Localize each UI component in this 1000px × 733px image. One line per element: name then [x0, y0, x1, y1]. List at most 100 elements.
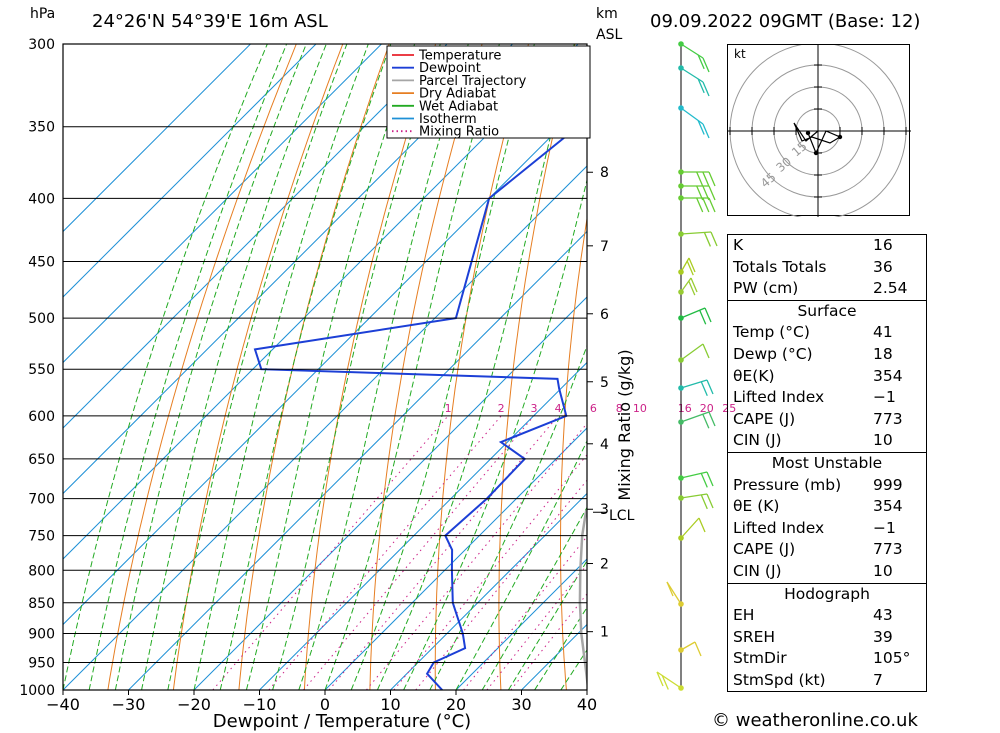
hodograph-indices-title: Hodograph [784, 584, 870, 603]
isotherm-line [63, 44, 251, 233]
x-tick-label: 10 [380, 695, 400, 714]
dry-adiabat-line [303, 44, 437, 690]
hodograph-trace [793, 122, 842, 155]
x-tick-label: 20 [446, 695, 466, 714]
most-unstable-title: Most Unstable [771, 453, 883, 472]
wind-barb [678, 195, 716, 213]
index-label: θE (K) [733, 497, 780, 516]
wind-barb [678, 231, 718, 247]
index-row: EH 43 [728, 605, 926, 627]
isotherm-line [324, 427, 587, 690]
index-value: −1 [873, 518, 896, 537]
index-row: Lifted Index −1 [728, 518, 926, 540]
index-row: StmSpd (kt) 7 [728, 670, 926, 692]
index-label: StmDir [733, 649, 787, 668]
hodograph-indices-section: Hodograph EH 43 SREH 39 StmDir 105° StmSpd (kt… [728, 582, 926, 692]
index-row: CAPE (J) 773 [728, 539, 926, 561]
legend-item-label: Isotherm [419, 112, 477, 127]
legend-item-label: Wet Adiabat [419, 99, 498, 114]
isotherm-line [259, 361, 587, 690]
dry-adiabat-line [943, 44, 1000, 690]
pressure-tick-label: 400 [28, 191, 55, 207]
mixing-ratio-label: 2 [498, 402, 505, 415]
index-row: Totals Totals 36 [728, 257, 926, 279]
wind-barbs-profile [656, 41, 718, 691]
dry-adiabat-line [992, 44, 1000, 690]
index-label: StmSpd (kt) [733, 670, 826, 689]
copyright-link[interactable]: © weatheronline.co.uk [712, 710, 918, 731]
index-label: Temp (°C) [733, 323, 810, 342]
wind-barb [678, 277, 698, 296]
wet-adiabat-line [219, 44, 392, 690]
wind-barb [678, 343, 710, 363]
hodograph-point [805, 130, 811, 136]
mixing-ratio-label: 16 [678, 402, 692, 415]
surface-section: Surface Temp (°C) 41 Dewp (°C) 18 θE(K) 354 Li… [728, 299, 926, 452]
pressure-tick-label: 950 [28, 655, 55, 671]
lcl-label: LCL [609, 508, 635, 524]
height-km-label: 7 [600, 239, 609, 255]
most-unstable-section: Most Unstable Pressure (mb) 999 θE (K) 354 L… [728, 451, 926, 583]
pressure-tick-label: 750 [28, 529, 55, 545]
wet-adiabat-line [455, 439, 587, 690]
dry-adiabat-line [560, 215, 587, 690]
index-row: CIN (J) 10 [728, 430, 926, 452]
index-row: θE (K) 354 [728, 496, 926, 518]
mixing-ratio-label: 20 [700, 402, 714, 415]
location-title: 24°26'N 54°39'E 16m ASL [92, 11, 328, 32]
pressure-tick-label: 350 [28, 120, 55, 136]
legend-item-label: Dry Adiabat [419, 87, 496, 102]
index-label: CIN (J) [733, 561, 782, 580]
index-label: EH [733, 606, 755, 625]
index-value: −1 [873, 388, 896, 407]
mixing-ratio-label: 3 [530, 402, 537, 415]
pressure-tick-label: 550 [28, 362, 55, 378]
index-value: 773 [873, 409, 903, 428]
dry-adiabat-line [238, 44, 390, 690]
wind-barb [678, 65, 710, 97]
height-km-label: 4 [600, 437, 609, 453]
dry-adiabat-line [498, 44, 576, 690]
legend-item-label: Parcel Trajectory [419, 74, 527, 89]
dewpoint-profile-line [253, 113, 587, 690]
index-value: 43 [873, 606, 893, 625]
mixing-ratio-label: 6 [590, 402, 597, 415]
indices-panel: K 16 Totals Totals 36 PW (cm) 2.54 Surface Te… [727, 234, 927, 693]
wet-adiabat-line [324, 44, 500, 690]
index-value: 2.54 [873, 279, 908, 298]
index-label: Totals Totals [733, 257, 827, 276]
wind-barb [678, 257, 696, 276]
hodograph-point [813, 150, 819, 156]
index-value: 36 [873, 257, 893, 276]
mixing-ratio-line [366, 422, 587, 690]
wind-barb [678, 169, 716, 187]
index-label: SREH [733, 627, 776, 646]
isotherm-line [63, 99, 587, 626]
pressure-unit-label: hPa [30, 6, 56, 22]
isotherm-line [455, 558, 587, 690]
pressure-tick-label: 600 [28, 409, 55, 425]
isotherm-line [63, 44, 448, 429]
pressure-tick-label: 1000 [19, 683, 55, 699]
pressure-tick-label: 500 [28, 311, 55, 327]
mixing-ratio-axis-label: Mixing Ratio (g/kg) [615, 349, 634, 500]
wind-barb [678, 517, 706, 541]
wet-adiabat-line [245, 44, 416, 690]
index-row: Dewp (°C) 18 [728, 344, 926, 366]
index-label: θE(K) [733, 366, 775, 385]
x-tick-label: −10 [243, 695, 277, 714]
wind-barb [656, 671, 684, 691]
height-km-label: 6 [600, 307, 609, 323]
index-row: K 16 [728, 235, 926, 257]
legend-item-label: Mixing Ratio [419, 125, 499, 140]
wet-adiabat-line [376, 44, 575, 690]
height-km-label: 5 [600, 375, 609, 391]
pressure-tick-label: 700 [28, 492, 55, 508]
index-value: 41 [873, 323, 893, 342]
asl-unit-label: ASL [596, 27, 623, 43]
hodograph-ring-label: 30 [773, 154, 794, 175]
index-row: CIN (J) 10 [728, 561, 926, 583]
plot-frame [62, 43, 588, 691]
isotherm-line [63, 165, 587, 690]
